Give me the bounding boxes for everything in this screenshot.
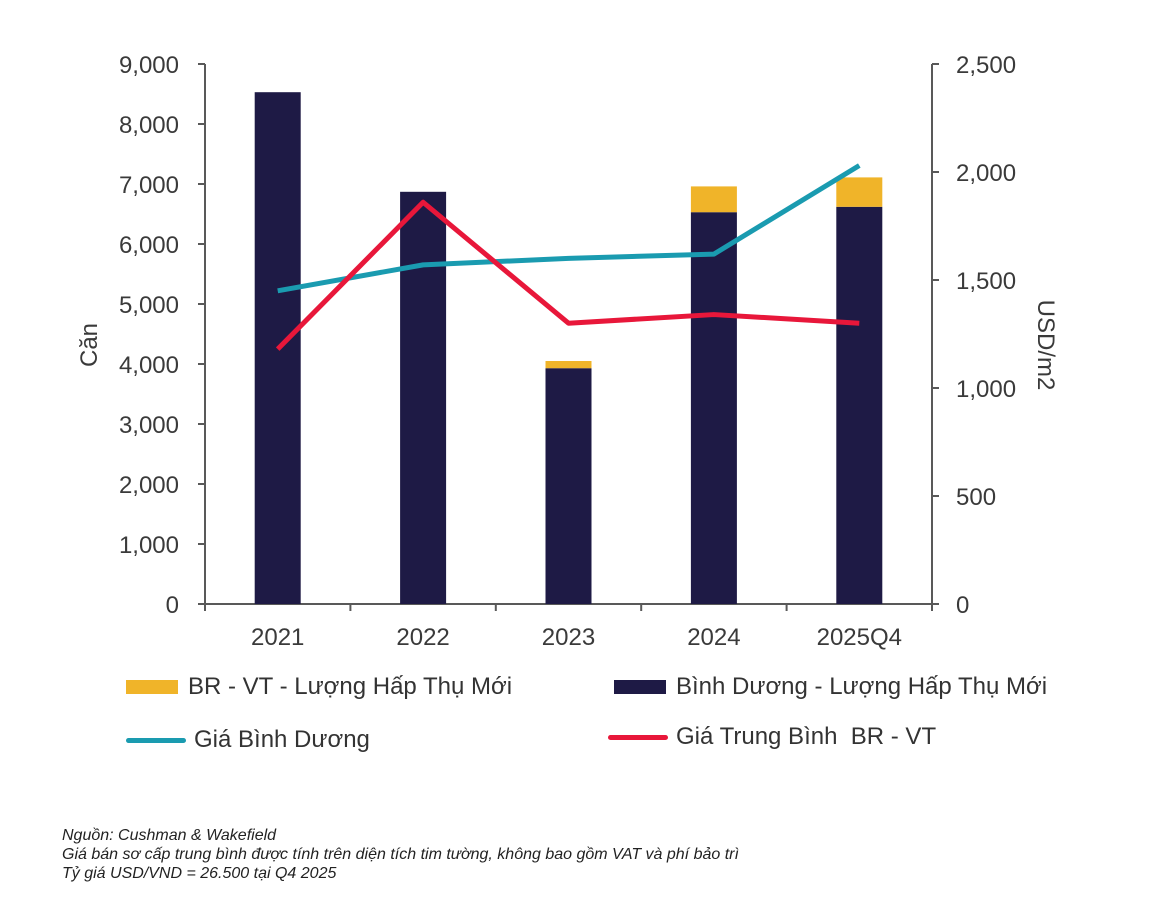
y-tick-label: 6,000 xyxy=(119,232,179,259)
line-bd-price xyxy=(277,163,861,294)
y-tick-label: 7,000 xyxy=(119,172,179,199)
y-tick-label: 5,000 xyxy=(119,292,179,319)
tick-labels: 0 1,000 2,000 3,000 4,000 5,000 6,000 7,000 8,00… xyxy=(119,52,1016,651)
y2-tick-label: 2,000 xyxy=(956,160,1016,187)
legend-item-bd-price: Giá Bình Dương xyxy=(126,726,370,754)
legend-swatch-br-vt-price xyxy=(608,734,668,740)
bar-br-vt-absorption xyxy=(690,186,737,213)
chart: 0 1,000 2,000 3,000 4,000 5,000 6,000 7,000 8,00… xyxy=(76,52,1059,651)
line-br-vt-price xyxy=(275,199,860,351)
y2-tick-label: 0 xyxy=(956,592,969,619)
x-tick-label: 2023 xyxy=(542,624,595,651)
legend-label-bd-price: Giá Bình Dương xyxy=(194,726,370,753)
legend-label-bd-absorption: Bình Dương - Lượng Hấp Thụ Mới xyxy=(676,673,1048,700)
y2-axis-title: USD/m2 xyxy=(1032,300,1059,391)
y-tick-label: 3,000 xyxy=(119,412,179,439)
y-tick-label: 8,000 xyxy=(119,112,179,139)
legend-item-br-vt-price: Giá Trung Bình BR - VT xyxy=(608,723,936,751)
legend-label-br-vt-absorption: BR - VT - Lượng Hấp Thụ Mới xyxy=(188,673,513,700)
bar-bd-absorption xyxy=(836,206,883,605)
x-tick-label: 2025Q4 xyxy=(817,624,902,651)
source-note: Nguồn: Cushman & Wakefield xyxy=(62,827,277,844)
exchange-rate-note: Tỷ giá USD/VND = 26.500 tại Q4 2025 xyxy=(62,865,337,882)
legend-swatch-bd-price xyxy=(126,737,186,743)
bar-bd-absorption xyxy=(545,368,592,604)
y-tick-label: 1,000 xyxy=(119,532,179,559)
y-tick-label: 0 xyxy=(166,592,179,619)
legend-label-br-vt-price: Giá Trung Bình BR - VT xyxy=(676,723,937,750)
y-tick-label: 2,000 xyxy=(119,472,179,499)
x-tick-label: 2022 xyxy=(396,624,449,651)
y-tick-label: 4,000 xyxy=(119,352,179,379)
y2-tick-label: 2,500 xyxy=(956,52,1016,79)
bar-br-vt-absorption xyxy=(836,177,883,207)
bar-br-vt-absorption xyxy=(545,361,592,369)
legend-item-bd-absorption: Bình Dương - Lượng Hấp Thụ Mới xyxy=(614,673,1047,701)
lines xyxy=(275,163,861,351)
y-tick-label: 9,000 xyxy=(119,52,179,79)
bar-bd-absorption xyxy=(690,212,737,604)
y2-tick-label: 1,000 xyxy=(956,376,1016,403)
footnotes: Nguồn: Cushman & Wakefield Giá bán sơ cấ… xyxy=(62,826,739,883)
bar-bd-absorption xyxy=(400,191,447,605)
legend-swatch-bd-absorption xyxy=(614,680,666,694)
x-tick-label: 2024 xyxy=(687,624,740,651)
y-axis-title: Căn xyxy=(76,323,103,367)
bars xyxy=(254,92,883,605)
legend-item-br-vt-absorption: BR - VT - Lượng Hấp Thụ Mới xyxy=(126,673,512,701)
y2-tick-label: 500 xyxy=(956,484,996,511)
legend-swatch-br-vt-absorption xyxy=(126,680,178,694)
price-note: Giá bán sơ cấp trung bình được tính trên… xyxy=(62,846,739,863)
x-tick-label: 2021 xyxy=(251,624,304,651)
y2-tick-label: 1,500 xyxy=(956,268,1016,295)
